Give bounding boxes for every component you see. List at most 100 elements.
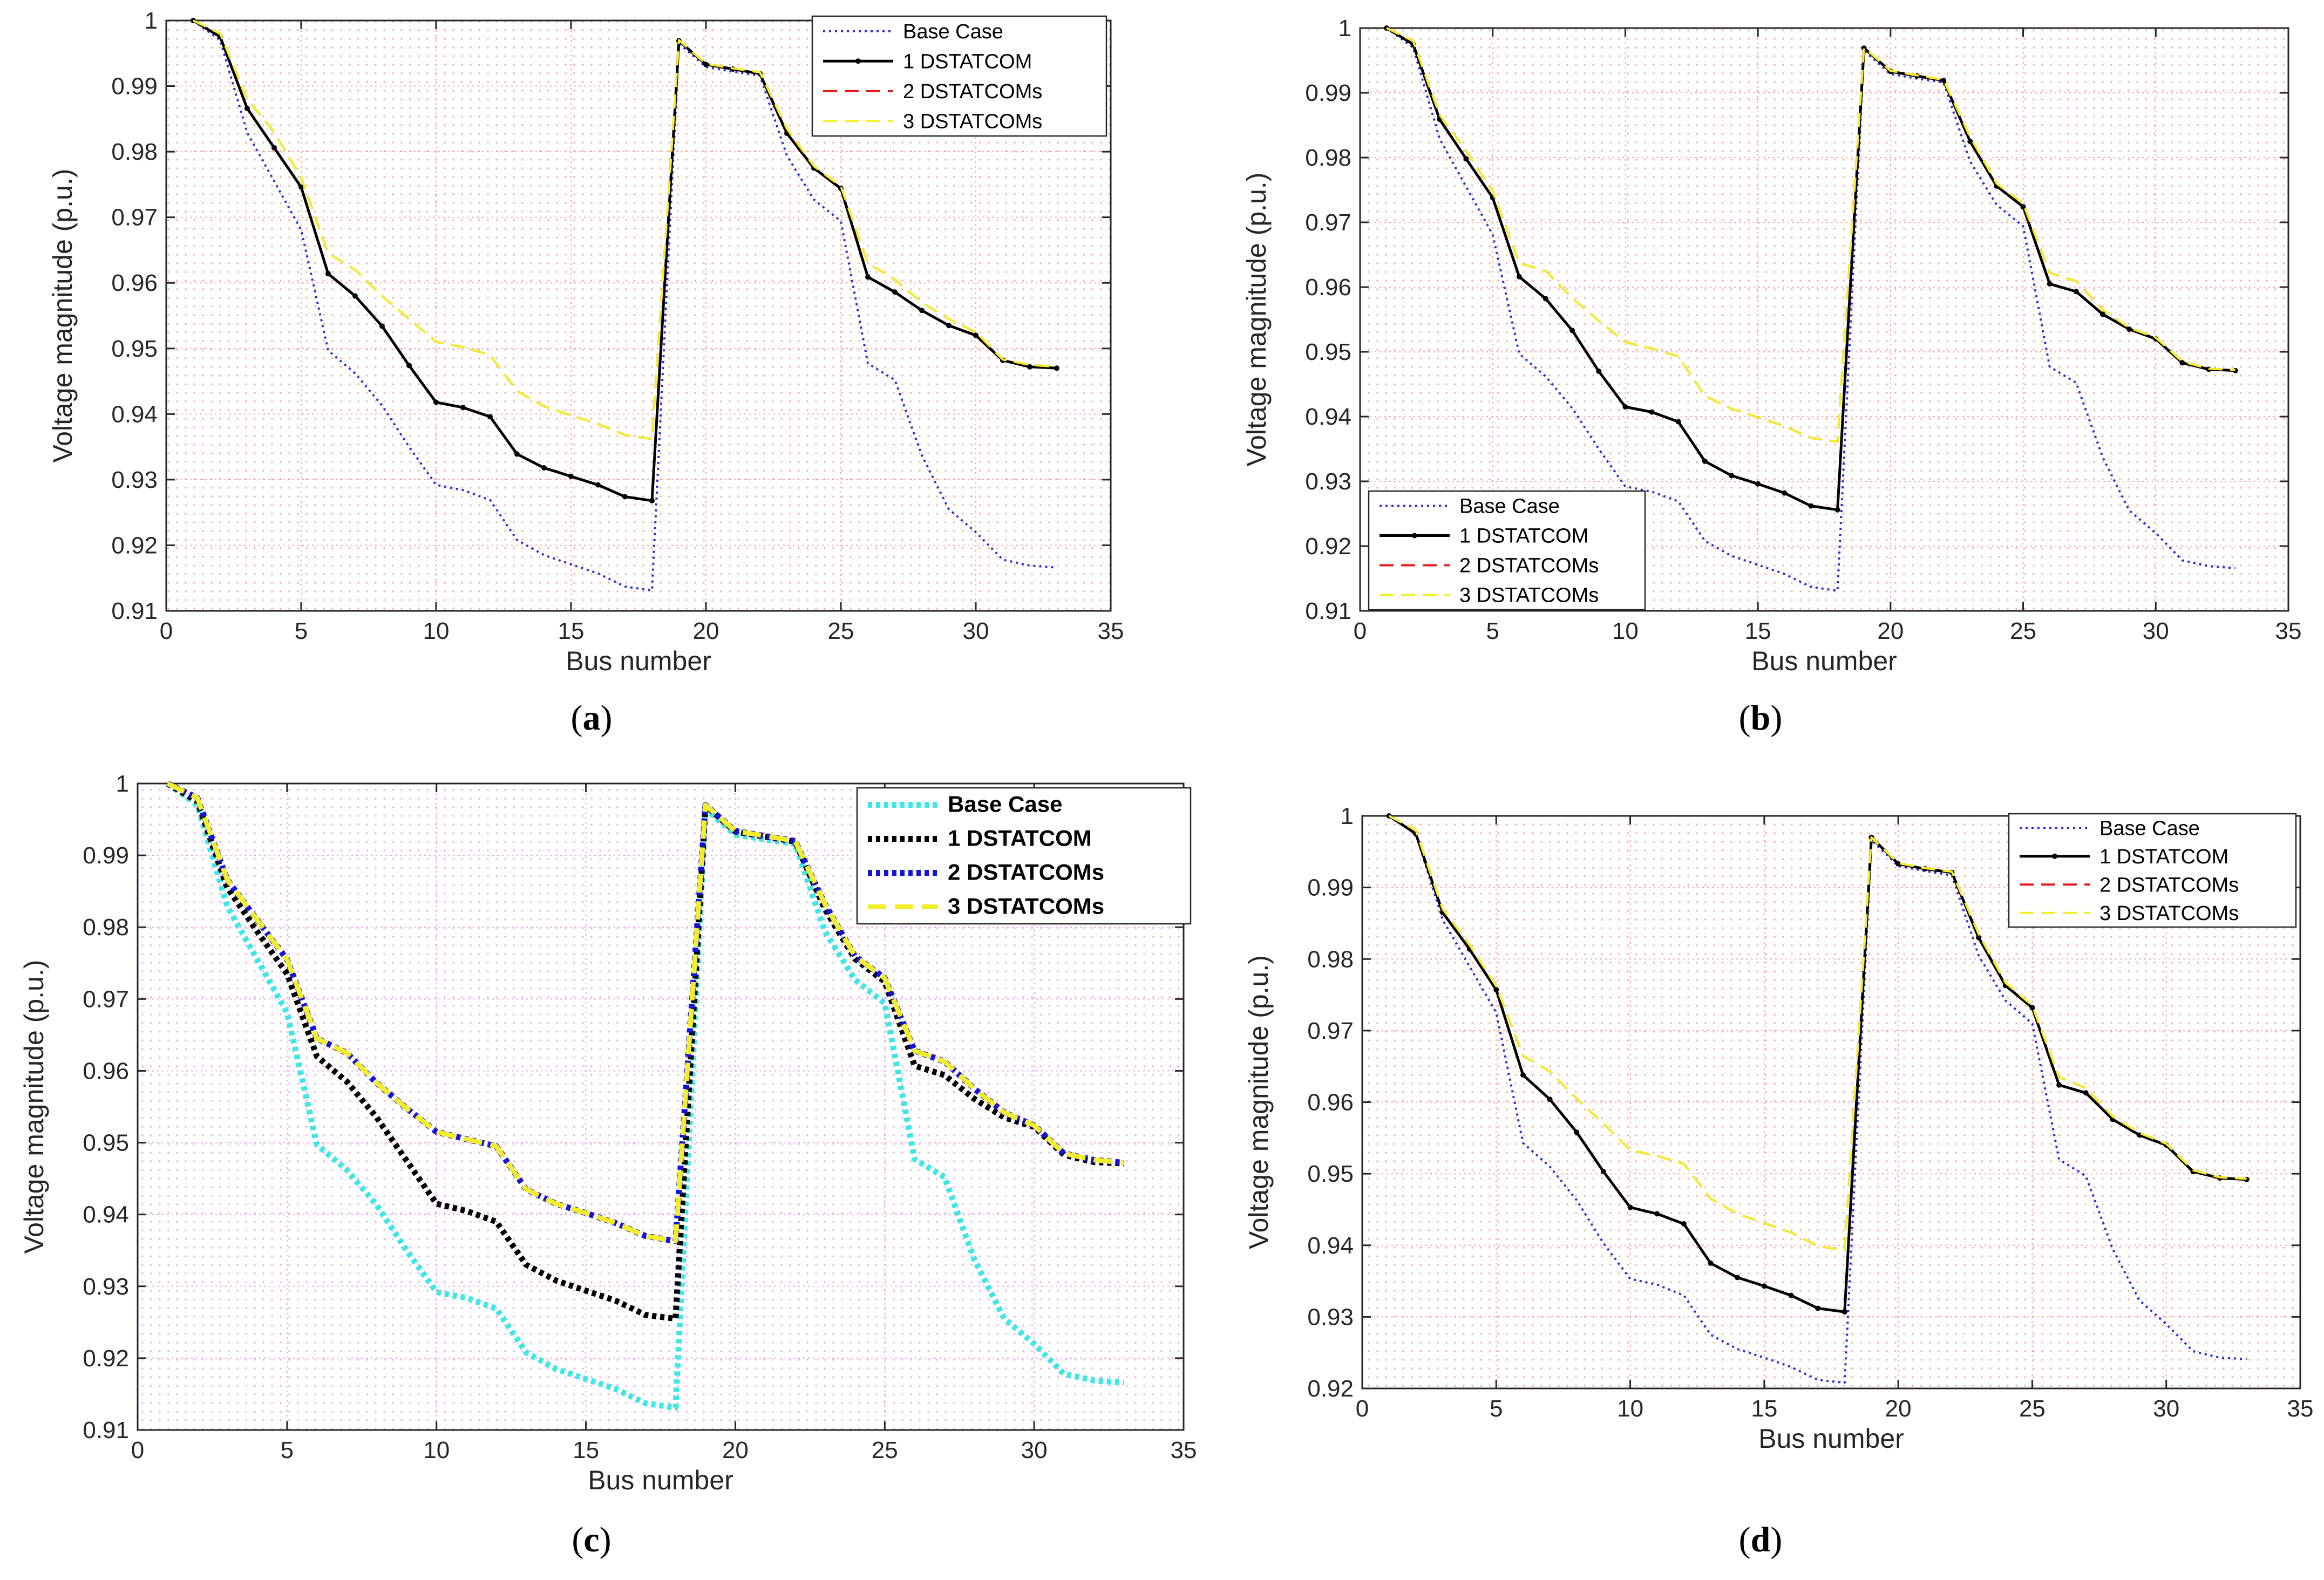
series-point	[865, 274, 871, 280]
series-point	[1520, 1072, 1526, 1078]
series-point	[325, 271, 331, 277]
x-tick-label: 10	[423, 618, 450, 644]
legend-marker	[1412, 533, 1417, 539]
legend-label: 2 DSTATCOMs	[948, 860, 1104, 885]
legend-label: 2 DSTATCOMs	[1459, 555, 1599, 577]
x-tick-label: 20	[1885, 1395, 1912, 1422]
series-point	[1895, 861, 1901, 867]
y-axis-label: Voltage magnitude (p.u.)	[47, 169, 78, 463]
series-point	[703, 62, 709, 67]
series-point	[1675, 419, 1681, 425]
series-point	[1788, 1292, 1794, 1298]
legend-label: 1 DSTATCOM	[948, 826, 1092, 851]
legend-label: 1 DSTATCOM	[903, 50, 1032, 73]
y-tick-label: 0.92	[83, 1345, 129, 1372]
x-tick-label: 15	[1751, 1395, 1777, 1422]
y-tick-label: 0.93	[1305, 468, 1351, 495]
x-tick-label: 15	[1745, 618, 1771, 644]
series-point	[1841, 1309, 1847, 1315]
y-tick-label: 0.97	[111, 205, 158, 231]
chart-panel-a: 0 5 10 15 20 25 30 350.910.920.930.940.950.960.…	[47, 8, 1124, 738]
y-axis: 0.91 0.92 0.93 0.94 0.95 0.96 0.97 0.98 0.99 1	[83, 771, 1184, 1443]
series-point	[1649, 409, 1655, 415]
y-tick-label: 0.95	[111, 336, 158, 362]
y-axis-label: Voltage magnitude (p.u.)	[1241, 173, 1272, 467]
series-point	[1596, 369, 1602, 374]
series-point	[1027, 364, 1032, 370]
x-tick-label: 35	[2287, 1395, 2314, 1422]
series-point	[2100, 311, 2105, 317]
legend-label: 1 DSTATCOM	[2099, 846, 2228, 868]
legend-marker	[855, 58, 861, 64]
series-point	[1729, 473, 1734, 479]
series-point	[2047, 281, 2053, 287]
chart-panel-d: 0 5 10 15 20 25 30 350.920.930.940.950.960.970.…	[1243, 803, 2313, 1559]
y-tick-label: 0.92	[1307, 1375, 1354, 1402]
x-axis: 0 5 10 15 20 25 30 35	[1356, 816, 2314, 1422]
y-tick-label: 0.92	[1305, 533, 1351, 560]
x-tick-label: 35	[2275, 618, 2302, 644]
series-point	[1808, 503, 1814, 509]
x-tick-label: 20	[693, 618, 719, 644]
y-tick-label: 0.99	[1307, 875, 1354, 901]
x-tick-label: 25	[828, 618, 854, 644]
series-point	[487, 414, 493, 420]
y-tick-label: 1	[145, 8, 158, 34]
y-tick-label: 0.93	[1307, 1304, 1354, 1330]
x-tick-label: 25	[2019, 1395, 2046, 1422]
y-tick-label: 0.96	[83, 1058, 129, 1084]
series-point	[1834, 507, 1840, 513]
series-line-2	[166, 781, 1124, 1322]
series-group	[1386, 813, 2250, 1384]
x-tick-label: 30	[2153, 1395, 2179, 1422]
chart-panel-c: 0 5 10 15 20 25 30 350.910.920.930.940.950.960.…	[19, 771, 1197, 1559]
legend: Base Case 1 DSTATCOM 2 DSTATCOMs 3 DSTATCOM…	[2008, 813, 2297, 928]
series-point	[1782, 490, 1788, 496]
series-point	[1516, 274, 1522, 280]
series-point	[271, 145, 277, 151]
y-tick-label: 0.97	[83, 986, 129, 1012]
x-tick-label: 30	[1021, 1437, 1048, 1463]
x-tick-label: 30	[963, 618, 989, 644]
series-point	[1569, 328, 1575, 333]
legend-box	[1368, 490, 1646, 611]
axes-frame	[1359, 27, 2289, 612]
series-point	[1967, 139, 1973, 144]
x-tick-label: 0	[160, 618, 173, 644]
axes-frame	[137, 782, 1185, 1431]
series-point	[352, 293, 358, 299]
y-tick-label: 0.96	[111, 270, 158, 296]
x-tick-label: 15	[573, 1437, 599, 1463]
series-line-4	[166, 781, 1124, 1244]
y-tick-label: 1	[1341, 803, 1354, 829]
series-point	[1543, 296, 1548, 302]
series-point	[433, 399, 439, 405]
x-axis-label: Bus number	[566, 646, 711, 676]
y-tick-label: 0.95	[1305, 339, 1351, 365]
y-tick-label: 0.93	[83, 1273, 129, 1300]
y-tick-label: 0.91	[111, 598, 158, 624]
series-point	[946, 323, 952, 329]
x-tick-label: 35	[1171, 1437, 1197, 1463]
x-axis-label: Bus number	[1751, 646, 1897, 676]
legend-box	[856, 787, 1192, 925]
y-axis: 0.91 0.92 0.93 0.94 0.95 0.96 0.97 0.98 0.99 1	[1305, 15, 2288, 624]
series-point	[2056, 1082, 2062, 1088]
series-line-1	[166, 781, 1124, 1411]
legend-label: 3 DSTATCOMs	[903, 110, 1042, 133]
x-tick-label: 5	[1490, 1395, 1503, 1422]
panel-caption: (d)	[1739, 1520, 1783, 1559]
series-point	[1654, 1211, 1660, 1217]
series-line-4	[1388, 815, 2247, 1251]
series-point	[514, 451, 520, 457]
x-tick-label: 15	[558, 618, 585, 644]
y-tick-label: 0.94	[1307, 1232, 1354, 1259]
series-point	[1708, 1260, 1714, 1266]
y-tick-label: 0.99	[111, 73, 158, 100]
legend-label: Base Case	[1459, 495, 1560, 518]
legend-label: Base Case	[948, 792, 1062, 817]
legend-label: 2 DSTATCOMs	[903, 80, 1042, 103]
series-point	[1976, 935, 1982, 941]
x-tick-label: 5	[295, 618, 308, 644]
